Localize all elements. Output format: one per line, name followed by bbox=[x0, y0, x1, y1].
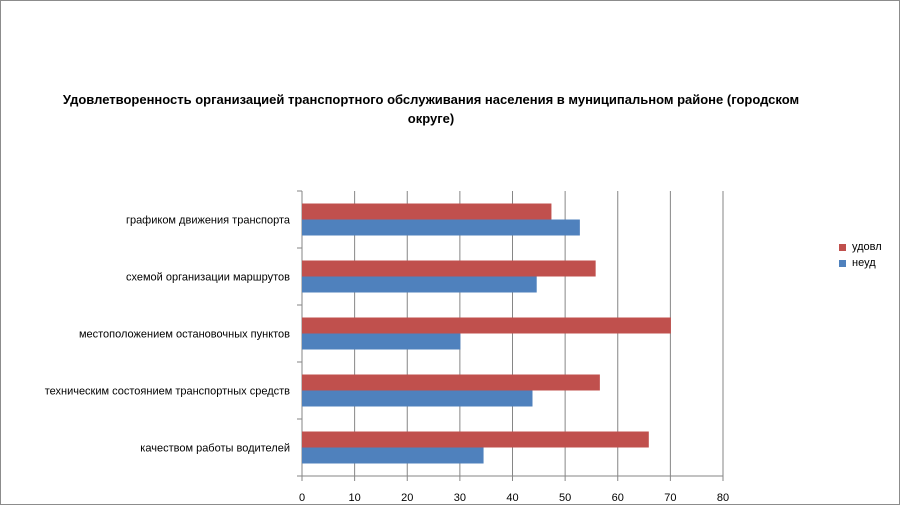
bar-неуд bbox=[302, 333, 461, 350]
category-label: схемой организации маршрутов bbox=[126, 272, 290, 284]
legend-swatch bbox=[839, 243, 846, 251]
category-label: техническим состоянием транспортных сред… bbox=[45, 386, 290, 398]
bar-удовл bbox=[302, 203, 552, 220]
x-tick-label: 0 bbox=[299, 492, 305, 504]
x-tick-label: 60 bbox=[612, 492, 624, 504]
x-tick-label: 40 bbox=[506, 492, 518, 504]
x-tick-label: 10 bbox=[349, 492, 361, 504]
bar-неуд bbox=[302, 447, 484, 464]
legend-swatch bbox=[839, 259, 846, 267]
bar-удовл bbox=[302, 374, 600, 391]
legend: удовл неуд bbox=[839, 239, 882, 271]
bar-неуд bbox=[302, 390, 533, 407]
legend-item: удовл bbox=[839, 239, 882, 255]
x-tick-label: 30 bbox=[454, 492, 466, 504]
category-label: местоположением остановочных пунктов bbox=[79, 329, 290, 341]
category-label: качеством работы водителей bbox=[140, 443, 290, 455]
x-tick-label: 20 bbox=[401, 492, 413, 504]
category-label: графиком движения транспорта bbox=[126, 215, 291, 227]
x-tick-label: 80 bbox=[717, 492, 729, 504]
legend-label: удовл bbox=[852, 241, 882, 253]
bar-удовл bbox=[302, 317, 671, 334]
chart-title: Удовлетворенность организацией транспорт… bbox=[62, 92, 800, 126]
bar-неуд bbox=[302, 219, 580, 236]
bar-удовл bbox=[302, 260, 596, 277]
legend-label: неуд bbox=[852, 257, 876, 269]
bar-неуд bbox=[302, 276, 537, 293]
x-tick-label: 50 bbox=[559, 492, 571, 504]
bar-удовл bbox=[302, 431, 649, 448]
x-tick-label: 70 bbox=[664, 492, 676, 504]
legend-item: неуд bbox=[839, 255, 882, 271]
